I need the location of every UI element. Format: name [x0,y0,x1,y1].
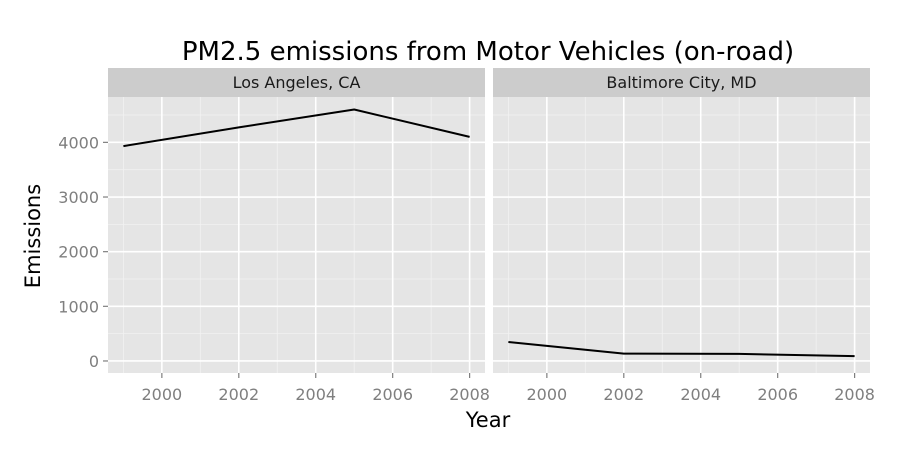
x-tick-label: 2004 [295,385,336,404]
chart-title: PM2.5 emissions from Motor Vehicles (on-… [182,37,794,67]
y-tick-label: 0 [89,352,99,371]
x-tick-label: 2000 [141,385,182,404]
x-tick-label: 2002 [218,385,259,404]
y-axis-title: Emissions [21,184,45,288]
x-tick-label: 2008 [834,385,875,404]
panel-background [108,97,485,373]
x-tick-label: 2002 [603,385,644,404]
x-axis-title: Year [465,408,511,432]
y-tick-label: 2000 [58,243,99,262]
x-tick-label: 2006 [757,385,798,404]
x-tick-label: 2008 [449,385,490,404]
facet-strip [493,68,870,97]
x-tick-label: 2004 [680,385,721,404]
x-tick-label: 2000 [526,385,567,404]
x-tick-label: 2006 [372,385,413,404]
y-tick-label: 4000 [58,133,99,152]
facet-strip [108,68,485,97]
series-line [508,341,855,358]
y-axis: 0 1000 2000 3000 4000 [58,133,108,371]
facet-panel: Los Angeles, CA 2000 2002 2004 2006 2008 [108,68,490,404]
facet-panel: Baltimore City, MD 2000 2002 2004 2006 2008 [493,68,875,404]
facet-strip-label: Baltimore City, MD [606,73,756,92]
series-line [123,108,470,148]
y-tick-label: 3000 [58,188,99,207]
facet-strip-label: Los Angeles, CA [233,73,361,92]
y-tick-label: 1000 [58,297,99,316]
panel-background [493,97,870,373]
